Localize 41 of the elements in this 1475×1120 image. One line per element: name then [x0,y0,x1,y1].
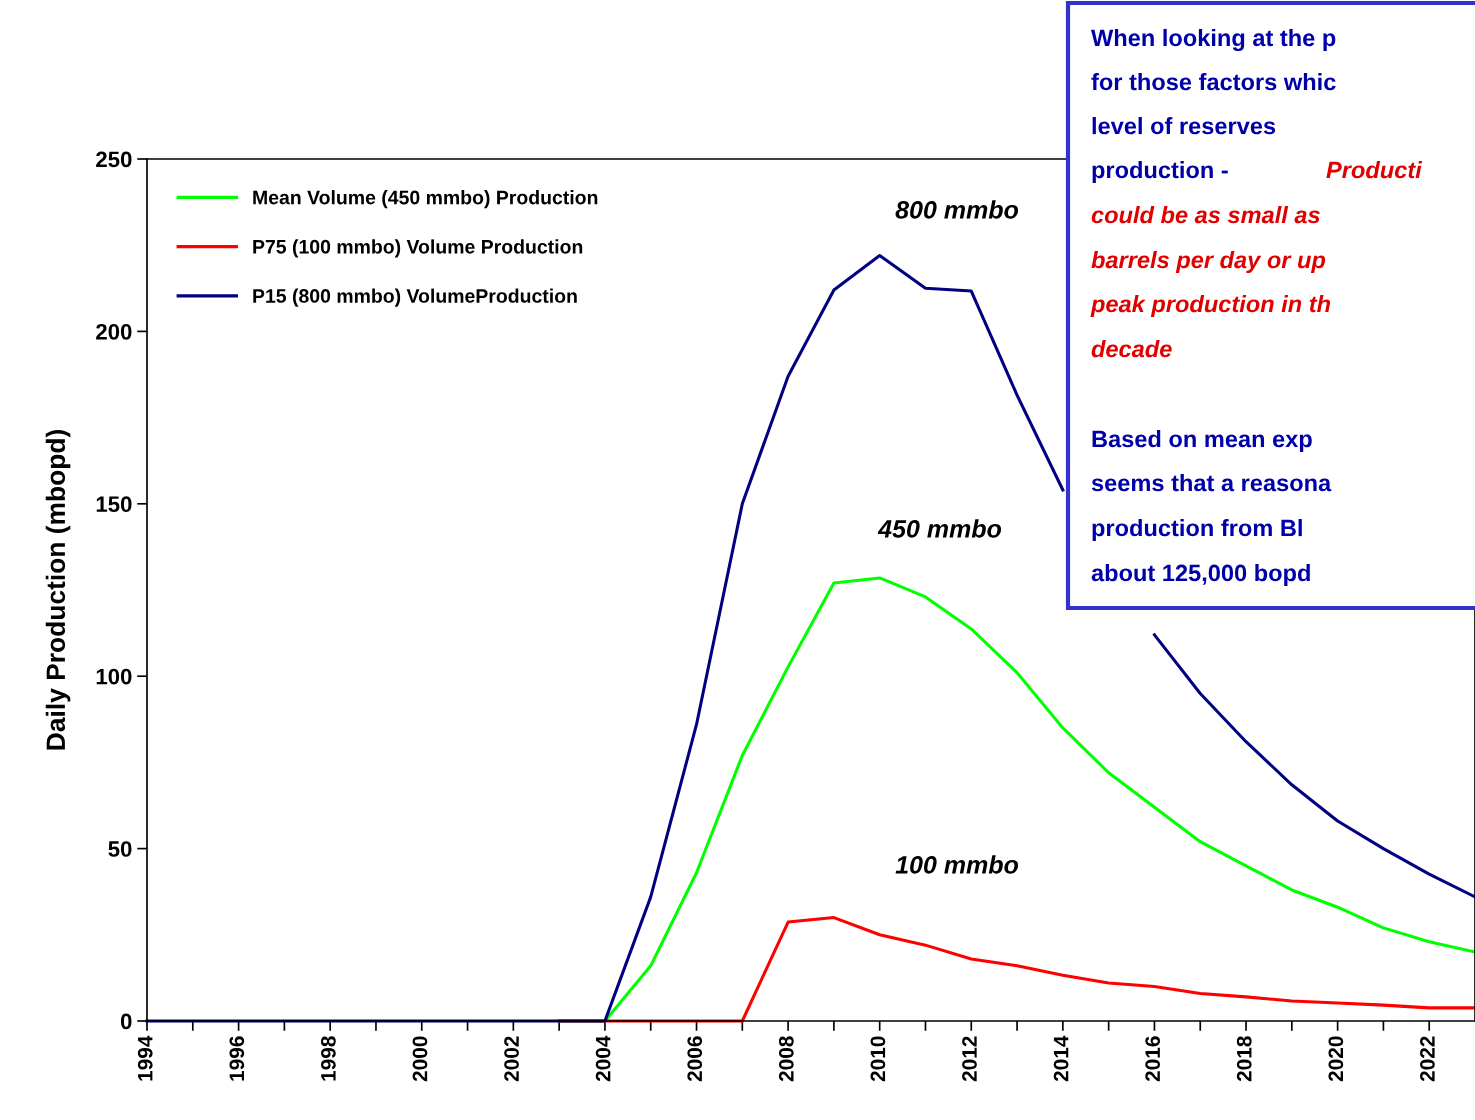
x-tick-label: 2022 [1420,1036,1435,1082]
text: When looking at the p [1091,28,1336,52]
y-tick-label: 150 [96,496,132,513]
x-tick-label: 1994 [137,1035,153,1081]
y-tick-label: 50 [108,841,132,857]
y-tick-label: 200 [96,323,132,340]
legend-label: Mean Volume (450 mmbo) Production [253,190,598,209]
legend-label: P75 (100 mmbo) Volume Production [253,239,583,258]
x-tick-label: 2016 [1145,1036,1161,1082]
annotation: could be as small as [1091,205,1320,224]
x-tick-label: 2004 [595,1035,611,1082]
x-tick-label: 2020 [1328,1036,1344,1082]
x-tick-label: 2012 [962,1036,977,1082]
y-axis-title: Daily Production (mbopd) [45,430,71,750]
x-tick-label: 2002 [504,1036,519,1082]
annotation: 450 mmbo [877,519,1002,538]
x-tick-label: 2014 [1053,1035,1069,1082]
annotation: 800 mmbo [895,200,1019,219]
x-tick-label: 2008 [778,1036,794,1082]
annotation: about 125,000 bopd [1091,563,1310,586]
annotation: production - [1092,161,1228,183]
annotation: production from Bl [1092,518,1302,541]
y-tick-label: 250 [96,151,132,168]
annotation: peak production in th [1090,294,1331,317]
x-tick-label: 2006 [687,1036,703,1082]
legend-label: P15 (800 mmbo) VolumeProduction [253,288,577,307]
x-tick-label: 2000 [412,1036,428,1082]
annotation: decade [1091,339,1172,358]
y-tick-label: 100 [96,668,132,685]
annotation: 100 mmbo [895,855,1019,874]
annotation: Producti [1326,161,1423,179]
annotation: Based on mean exp [1092,429,1312,453]
x-tick-label: 2010 [870,1036,886,1082]
text: for those factors whic [1091,73,1336,91]
x-tick-label: 1996 [229,1036,245,1081]
x-tick-label: 2018 [1236,1036,1252,1082]
y-tick-label: 0 [120,1013,132,1030]
x-tick-label: 1998 [321,1036,336,1081]
annotation: seems that a reasona [1091,473,1332,492]
annotation: barrels per day or up [1091,250,1326,273]
text: level of reserves [1092,117,1276,135]
